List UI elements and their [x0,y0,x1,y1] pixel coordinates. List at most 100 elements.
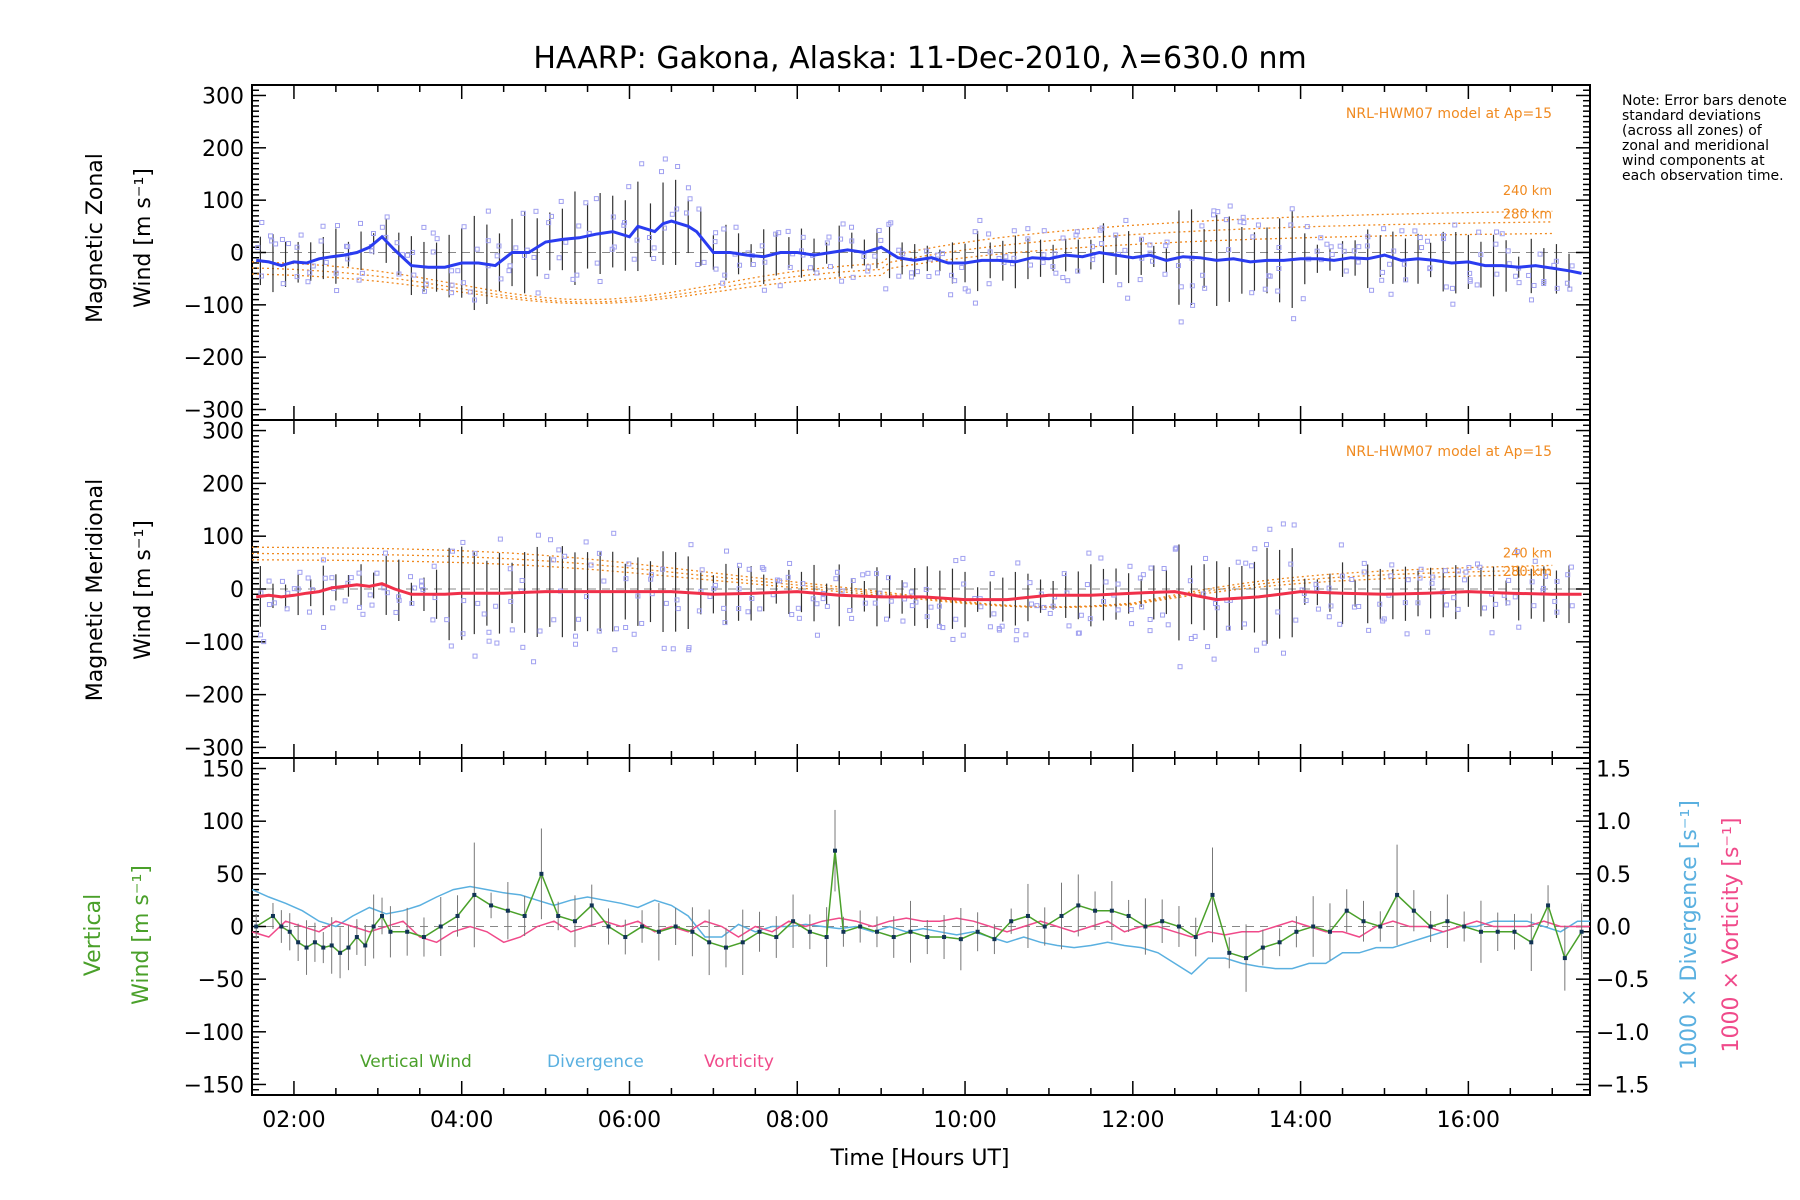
zone-sample [573,641,579,647]
zone-sample [631,631,637,637]
zone-sample [597,278,603,284]
zone-sample [1128,607,1134,613]
zone-sample [570,276,576,282]
zone-sample [1066,623,1072,629]
vertical-wind-point [623,935,628,940]
vertical-wind-point [1428,924,1433,929]
zone-sample [280,281,286,287]
zone-sample [1540,585,1546,591]
zone-sample [356,604,362,610]
zone-sample [298,232,304,238]
zone-sample [1075,268,1081,274]
zone-sample [1494,229,1500,235]
zone-sample [1162,271,1168,277]
zone-sample [1506,577,1512,583]
zone-sample [1127,563,1133,569]
zone-sample [1060,235,1066,241]
zone-sample [1467,270,1473,276]
zone-sample [472,297,478,303]
zone-sample [1138,236,1144,242]
zone-sample [367,592,373,598]
zone-sample [1160,612,1166,618]
zone-sample [1200,272,1206,278]
zone-sample [1315,606,1321,612]
zone-sample [874,571,880,577]
zone-sample [1380,269,1386,275]
zone-sample [421,224,427,230]
vertical-wind-point [833,848,838,853]
zone-sample [1188,635,1194,641]
zone-sample [404,252,410,258]
zone-sample [507,263,513,269]
zone-sample [1047,610,1053,616]
zone-sample [900,251,906,257]
y2-tick-label: 0.0 [1596,916,1631,941]
zone-sample [959,264,965,270]
vertical-wind-point [539,871,544,876]
vertical-wind-point [606,924,611,929]
zone-sample [430,617,436,623]
zone-sample [1255,222,1261,228]
zone-sample [1086,550,1092,556]
zone-sample [939,251,945,257]
zone-sample [999,623,1005,629]
zone-sample [1537,251,1543,257]
zone-sample [1356,244,1362,250]
zone-sample [1349,577,1355,583]
vertical-wind-point [740,940,745,945]
zone-sample [551,617,557,623]
zone-sample [594,260,600,266]
zone-sample [1478,252,1484,258]
zone-sample [1052,251,1058,257]
vertical-wind-point [312,940,317,945]
zone-sample [1462,577,1468,583]
meridional-wind-line [256,582,1582,602]
zone-sample [268,233,274,239]
zone-sample [255,244,261,250]
zone-sample [721,226,727,232]
zone-sample [379,224,385,230]
zone-sample [1417,235,1423,241]
zone-sample [877,590,883,596]
zone-sample [839,278,845,284]
zone-sample [1025,226,1031,232]
zone-sample [722,620,728,626]
y-tick-label: −200 [184,684,244,709]
zone-sample [1554,578,1560,584]
zone-sample [924,248,930,254]
zone-sample [1226,247,1232,253]
zone-sample [1449,285,1455,291]
y-tick-label: 0 [230,578,244,603]
x-tick-label: 12:00 [1101,1108,1164,1133]
vertical-wind-point [1042,924,1047,929]
zone-sample [936,623,942,629]
vertical-wind-point [405,929,410,934]
zone-sample [862,600,868,606]
y-tick-label: 100 [202,525,244,550]
zone-sample [1499,231,1505,237]
zone-sample [374,570,380,576]
vertical-wind-point [589,903,594,908]
y-tick-label: 50 [216,863,244,888]
zone-sample [989,571,995,577]
chart-title: HAARP: Gakona, Alaska: 11-Dec-2010, λ=63… [533,41,1306,76]
zone-sample [646,235,652,241]
zone-sample [696,608,702,614]
zone-sample [279,578,285,584]
y2-tick-label: −1.5 [1596,1073,1649,1098]
zone-sample [357,220,363,226]
vertical-wind-point [723,945,728,950]
vertical-wind-point [1176,924,1181,929]
zone-sample [1267,526,1273,532]
model-height-label: 240 km [1503,546,1552,561]
legend-vorticity: Vorticity [704,1052,774,1072]
zone-sample [953,616,959,622]
vertical-wind-point [925,935,930,940]
zone-sample [814,632,820,638]
zone-sample [320,223,326,229]
y-tick-label: 100 [202,810,244,835]
zone-sample [810,596,816,602]
zone-sample [486,629,492,635]
vertical-wind-point [354,935,359,940]
